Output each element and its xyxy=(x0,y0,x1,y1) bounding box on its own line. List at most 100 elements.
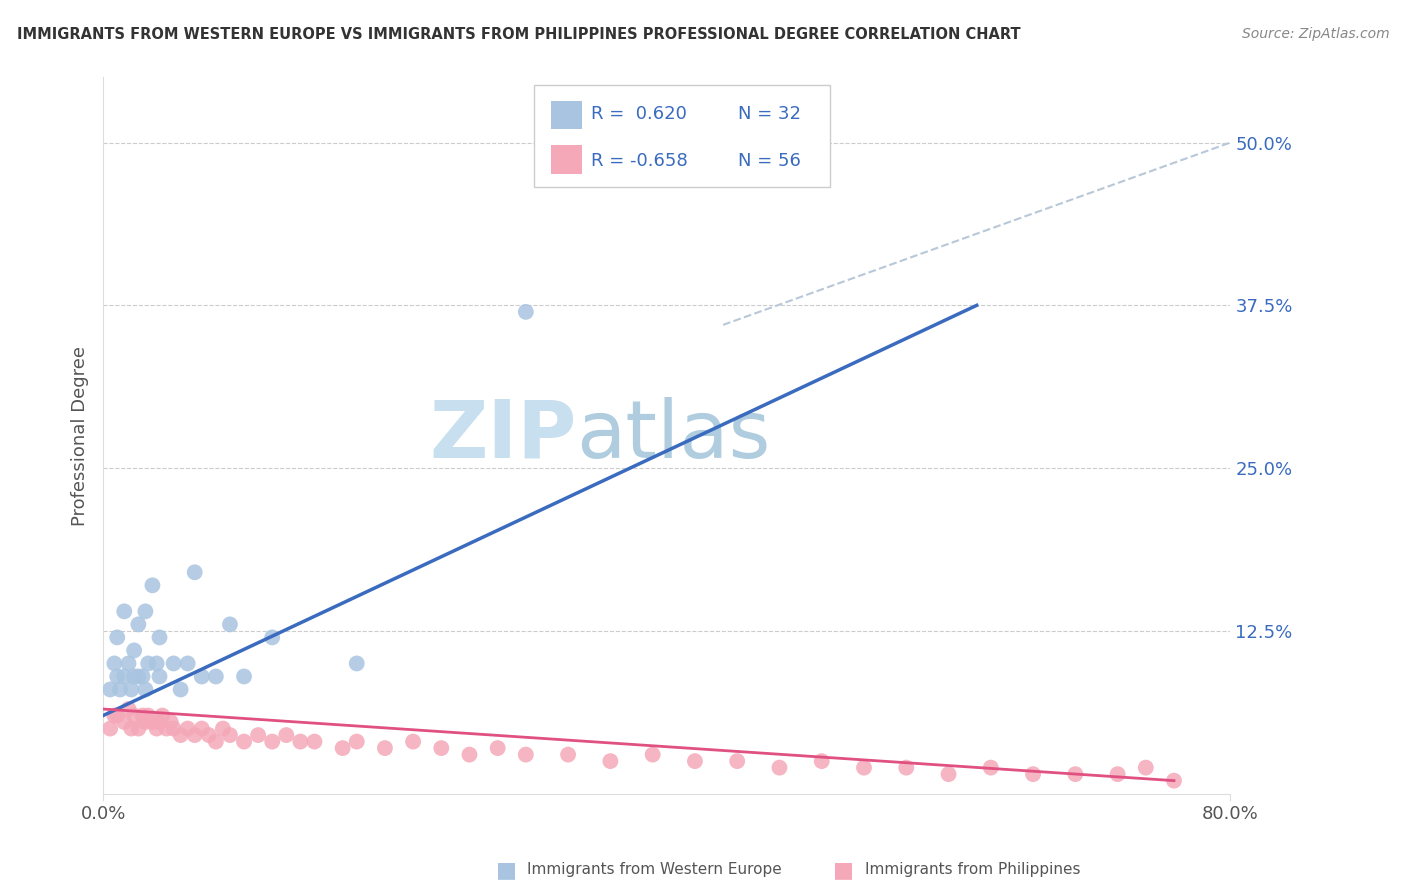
Point xyxy=(896,761,918,775)
Point xyxy=(127,617,149,632)
Point xyxy=(117,702,139,716)
Point xyxy=(332,741,354,756)
Text: Source: ZipAtlas.com: Source: ZipAtlas.com xyxy=(1241,27,1389,41)
Text: R =  0.620: R = 0.620 xyxy=(591,105,686,123)
Point xyxy=(980,761,1002,775)
Text: ■: ■ xyxy=(496,860,516,880)
Point xyxy=(219,617,242,632)
Point xyxy=(131,708,153,723)
Point xyxy=(127,722,149,736)
Point xyxy=(134,682,156,697)
Point xyxy=(205,669,228,683)
Text: N = 32: N = 32 xyxy=(738,105,801,123)
Text: Immigrants from Philippines: Immigrants from Philippines xyxy=(865,863,1080,877)
Point xyxy=(105,669,128,683)
Point xyxy=(120,722,142,736)
Point xyxy=(148,669,170,683)
Point xyxy=(683,754,706,768)
Point xyxy=(205,734,228,748)
Point xyxy=(176,722,198,736)
Point xyxy=(105,631,128,645)
Point xyxy=(162,722,184,736)
Point xyxy=(1135,761,1157,775)
Point xyxy=(155,722,177,736)
Text: atlas: atlas xyxy=(576,397,770,475)
Point xyxy=(150,708,173,723)
Point xyxy=(148,631,170,645)
Point xyxy=(122,643,145,657)
Text: Immigrants from Western Europe: Immigrants from Western Europe xyxy=(527,863,782,877)
Point xyxy=(120,682,142,697)
Point xyxy=(183,566,205,580)
Point xyxy=(190,722,212,736)
Point xyxy=(145,722,167,736)
Point xyxy=(810,754,832,768)
Point xyxy=(219,728,242,742)
Point xyxy=(112,604,135,618)
Point xyxy=(458,747,481,762)
Point xyxy=(233,734,256,748)
Point xyxy=(136,657,159,671)
Point xyxy=(1022,767,1045,781)
Point xyxy=(98,722,121,736)
Point xyxy=(117,657,139,671)
Point xyxy=(374,741,396,756)
Point xyxy=(176,657,198,671)
Point xyxy=(145,657,167,671)
Text: ZIP: ZIP xyxy=(429,397,576,475)
Point xyxy=(599,754,621,768)
Point xyxy=(108,682,131,697)
Point xyxy=(515,305,537,319)
Point xyxy=(1064,767,1087,781)
Point xyxy=(134,714,156,729)
Point xyxy=(105,708,128,723)
Point xyxy=(122,708,145,723)
Point xyxy=(141,578,163,592)
Point xyxy=(486,741,509,756)
Point xyxy=(162,657,184,671)
Point xyxy=(1163,773,1185,788)
Point xyxy=(515,747,537,762)
Point xyxy=(276,728,298,742)
Point xyxy=(122,669,145,683)
Point xyxy=(641,747,664,762)
Point xyxy=(304,734,326,748)
Point xyxy=(346,657,368,671)
Point xyxy=(290,734,312,748)
Point xyxy=(198,728,221,742)
Point xyxy=(169,728,191,742)
Point xyxy=(262,631,284,645)
Point xyxy=(183,728,205,742)
Point xyxy=(112,669,135,683)
Point xyxy=(233,669,256,683)
Point xyxy=(134,604,156,618)
Text: ■: ■ xyxy=(834,860,853,880)
Point xyxy=(103,708,125,723)
Point xyxy=(402,734,425,748)
Y-axis label: Professional Degree: Professional Degree xyxy=(72,345,89,525)
Point xyxy=(103,657,125,671)
Point xyxy=(725,754,748,768)
Point xyxy=(557,747,579,762)
Point xyxy=(159,714,181,729)
Point xyxy=(141,714,163,729)
Text: R = -0.658: R = -0.658 xyxy=(591,152,688,169)
Point xyxy=(430,741,453,756)
Point xyxy=(131,669,153,683)
Point xyxy=(169,682,191,697)
Point xyxy=(112,714,135,729)
Text: IMMIGRANTS FROM WESTERN EUROPE VS IMMIGRANTS FROM PHILIPPINES PROFESSIONAL DEGRE: IMMIGRANTS FROM WESTERN EUROPE VS IMMIGR… xyxy=(17,27,1021,42)
Point xyxy=(768,761,790,775)
Point xyxy=(247,728,270,742)
Point xyxy=(190,669,212,683)
Point xyxy=(853,761,876,775)
Point xyxy=(262,734,284,748)
Point xyxy=(98,682,121,697)
Point xyxy=(1107,767,1129,781)
Point xyxy=(212,722,235,736)
Text: N = 56: N = 56 xyxy=(738,152,801,169)
Point xyxy=(346,734,368,748)
Point xyxy=(136,708,159,723)
Point xyxy=(127,669,149,683)
Point xyxy=(938,767,960,781)
